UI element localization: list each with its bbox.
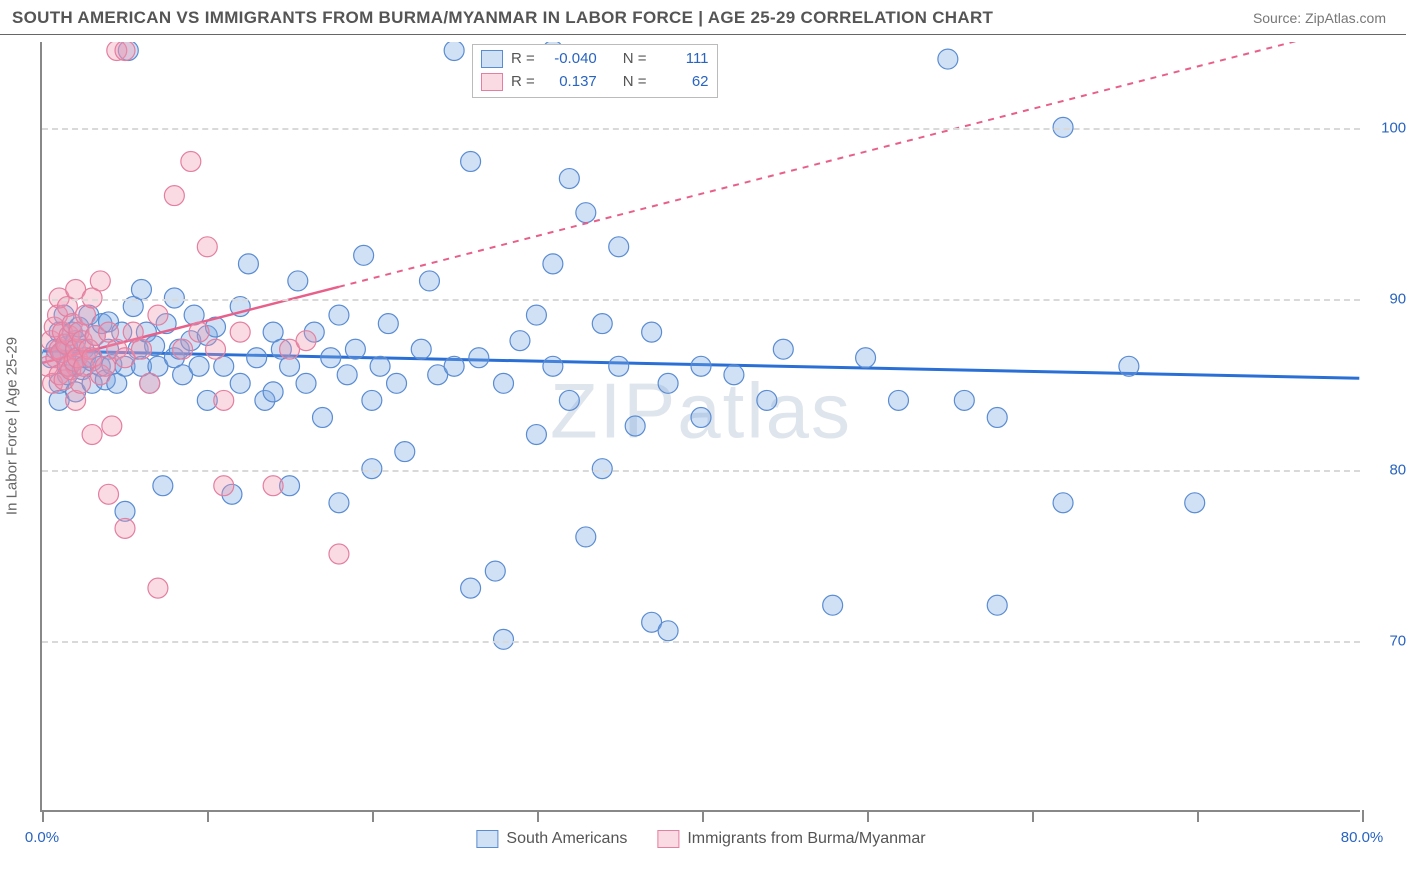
- source-attribution: Source: ZipAtlas.com: [1253, 10, 1386, 26]
- r-value-pink: 0.137: [543, 71, 597, 94]
- r-label: R =: [511, 71, 535, 94]
- chart-header: SOUTH AMERICAN VS IMMIGRANTS FROM BURMA/…: [0, 0, 1406, 35]
- stats-legend: R = -0.040 N = 111 R = 0.137 N = 62: [472, 44, 718, 98]
- swatch-pink: [657, 830, 679, 848]
- stats-row-pink: R = 0.137 N = 62: [481, 71, 709, 94]
- chart-title: SOUTH AMERICAN VS IMMIGRANTS FROM BURMA/…: [12, 8, 993, 28]
- scatter-svg: [42, 42, 1360, 810]
- swatch-pink: [481, 73, 503, 91]
- swatch-blue: [481, 50, 503, 68]
- y-axis-label: In Labor Force | Age 25-29: [4, 337, 21, 515]
- y-tick-label: 70.0%: [1389, 632, 1406, 649]
- legend-item-pink: Immigrants from Burma/Myanmar: [657, 830, 925, 848]
- legend-item-blue: South Americans: [476, 830, 627, 848]
- r-value-blue: -0.040: [543, 48, 597, 71]
- n-label: N =: [623, 71, 647, 94]
- legend-label-pink: Immigrants from Burma/Myanmar: [687, 830, 925, 848]
- x-tick-label: 0.0%: [25, 829, 59, 846]
- r-label: R =: [511, 48, 535, 71]
- chart-plot-area: In Labor Force | Age 25-29 ZIPatlas R = …: [40, 42, 1360, 812]
- bottom-legend: South Americans Immigrants from Burma/My…: [476, 830, 925, 848]
- swatch-blue: [476, 830, 498, 848]
- n-value-blue: 111: [655, 48, 709, 71]
- y-tick-label: 90.0%: [1389, 290, 1406, 307]
- stats-row-blue: R = -0.040 N = 111: [481, 48, 709, 71]
- n-label: N =: [623, 48, 647, 71]
- n-value-pink: 62: [655, 71, 709, 94]
- y-tick-label: 80.0%: [1389, 461, 1406, 478]
- x-tick-label: 80.0%: [1341, 829, 1384, 846]
- y-tick-label: 100.0%: [1381, 119, 1406, 136]
- legend-label-blue: South Americans: [506, 830, 627, 848]
